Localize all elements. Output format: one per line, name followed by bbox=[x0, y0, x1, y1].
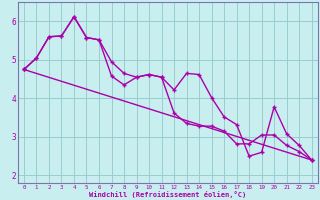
X-axis label: Windchill (Refroidissement éolien,°C): Windchill (Refroidissement éolien,°C) bbox=[89, 191, 246, 198]
